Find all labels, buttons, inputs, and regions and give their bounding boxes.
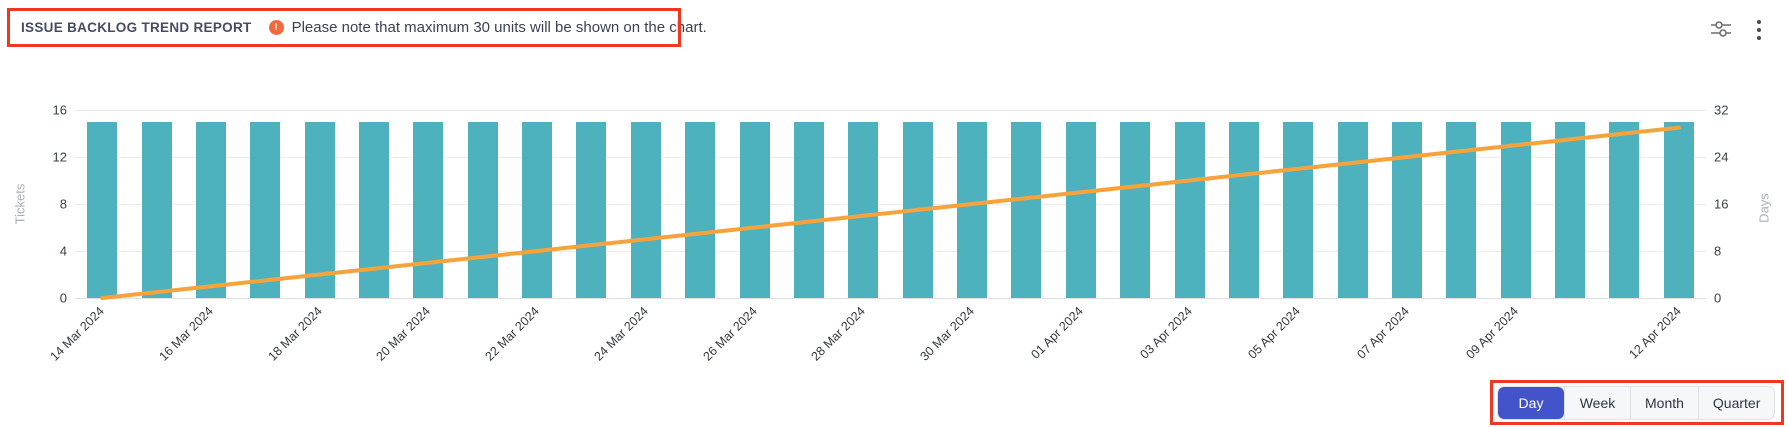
sliders-icon (1711, 21, 1731, 37)
bar[interactable] (1120, 121, 1151, 298)
toggle-quarter-button[interactable]: Quarter (1697, 387, 1774, 419)
right-axis-tick-label: 8 (1714, 243, 1722, 259)
bar[interactable] (1065, 121, 1096, 298)
bar[interactable] (1283, 121, 1314, 298)
bar[interactable] (413, 121, 444, 298)
time-granularity-toggle: Day Week Month Quarter (1497, 386, 1776, 420)
bar[interactable] (1500, 121, 1531, 298)
bar[interactable] (359, 121, 390, 298)
gridline (75, 298, 1706, 299)
left-axis-tick-label: 4 (59, 243, 67, 259)
left-axis-tick-label: 8 (59, 196, 67, 212)
bar[interactable] (467, 121, 498, 298)
bar[interactable] (630, 121, 661, 298)
x-axis-tick-label: 03 Apr 2024 (1136, 304, 1195, 362)
bar[interactable] (685, 121, 716, 298)
bar[interactable] (793, 121, 824, 298)
bar[interactable] (1228, 121, 1259, 298)
right-axis-tick-label: 0 (1714, 290, 1722, 306)
x-axis-tick-label: 18 Mar 2024 (265, 304, 325, 364)
bar[interactable] (141, 121, 172, 298)
right-axis-title: Days (1756, 193, 1772, 223)
bar[interactable] (957, 121, 988, 298)
toggle-day-button[interactable]: Day (1498, 387, 1564, 419)
left-axis-tick-label: 0 (59, 290, 67, 306)
gridline (75, 110, 1706, 111)
x-axis-tick-label: 30 Mar 2024 (917, 304, 977, 364)
bar[interactable] (195, 121, 226, 298)
kebab-menu-icon (1757, 20, 1761, 40)
left-axis-title: Tickets (12, 183, 28, 225)
bar[interactable] (1011, 121, 1042, 298)
x-axis-tick-label: 12 Apr 2024 (1626, 304, 1684, 362)
toggle-week-button[interactable]: Week (1564, 387, 1630, 419)
left-axis-tick-label: 12 (52, 149, 67, 165)
x-axis-tick-label: 14 Mar 2024 (47, 304, 108, 364)
bar[interactable] (739, 121, 770, 298)
right-axis-tick-label: 32 (1714, 102, 1729, 118)
x-axis-tick-label: 26 Mar 2024 (699, 304, 760, 364)
x-axis-tick-label: 16 Mar 2024 (156, 304, 216, 364)
kebab-menu-button[interactable] (1746, 17, 1772, 43)
bar[interactable] (1609, 121, 1640, 298)
bar[interactable] (1663, 121, 1694, 298)
x-axis-tick-label: 24 Mar 2024 (591, 304, 651, 364)
x-axis-tick-label: 05 Apr 2024 (1245, 304, 1304, 362)
bar[interactable] (576, 121, 607, 298)
x-axis-tick-label: 01 Apr 2024 (1028, 304, 1086, 362)
bar[interactable] (1174, 121, 1205, 298)
bar[interactable] (1446, 121, 1477, 298)
right-axis-tick-label: 24 (1714, 149, 1729, 165)
bar[interactable] (522, 121, 553, 298)
report-header: ISSUE BACKLOG TREND REPORT ! Please note… (7, 8, 707, 47)
bar[interactable] (848, 121, 879, 298)
x-axis-tick-label: 28 Mar 2024 (808, 304, 869, 364)
exclamation-circle-icon: ! (268, 20, 284, 35)
right-axis-tick-label: 16 (1714, 196, 1729, 212)
bar[interactable] (1337, 121, 1368, 298)
x-axis-tick-label: 07 Apr 2024 (1354, 304, 1412, 362)
page-title: ISSUE BACKLOG TREND REPORT (21, 20, 252, 35)
bar[interactable] (304, 121, 335, 298)
x-axis-tick-label: 22 Mar 2024 (482, 304, 543, 364)
x-axis-tick-label: 20 Mar 2024 (373, 304, 434, 364)
bar[interactable] (1555, 121, 1586, 298)
left-axis-tick-label: 16 (52, 102, 67, 118)
x-axis-tick-label: 09 Apr 2024 (1463, 304, 1521, 362)
filter-settings-button[interactable] (1708, 16, 1734, 42)
bar[interactable] (87, 121, 118, 298)
bar[interactable] (1391, 121, 1422, 298)
max-units-note: Please note that maximum 30 units will b… (291, 19, 707, 36)
toggle-month-button[interactable]: Month (1630, 387, 1698, 419)
bar[interactable] (250, 121, 281, 298)
bar[interactable] (902, 121, 933, 298)
